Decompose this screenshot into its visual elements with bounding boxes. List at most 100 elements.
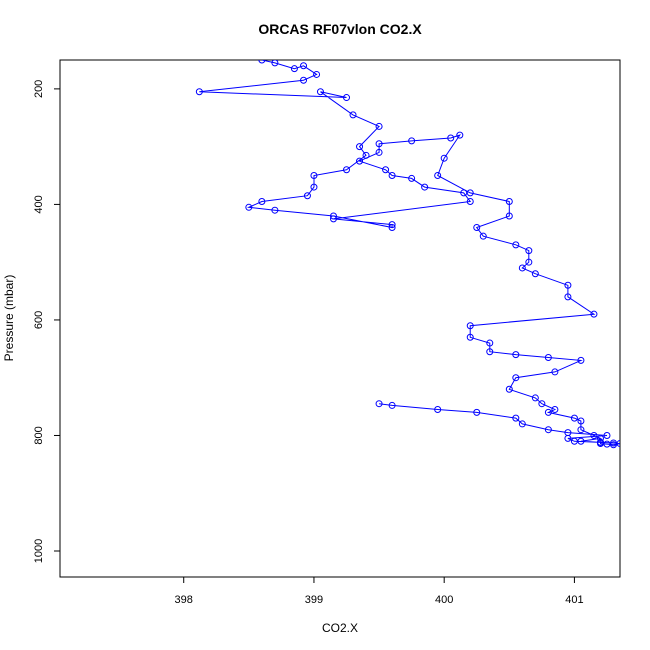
- data-point: [603, 431, 611, 439]
- y-tick-label: 600: [33, 311, 45, 329]
- data-point: [473, 224, 481, 232]
- data-point: [271, 206, 279, 214]
- data-point: [290, 65, 298, 73]
- data-point: [603, 440, 611, 448]
- data-point: [456, 131, 464, 139]
- data-point: [538, 400, 546, 408]
- x-axis: 398 399 400 401: [175, 576, 584, 606]
- series-line: [199, 60, 620, 446]
- data-point: [356, 157, 364, 165]
- data-point: [486, 348, 494, 356]
- data-point: [577, 417, 585, 425]
- data-point: [440, 154, 448, 162]
- data-point: [343, 166, 351, 174]
- data-point: [310, 183, 318, 191]
- data-point: [434, 405, 442, 413]
- data-point: [388, 401, 396, 409]
- data-point: [408, 137, 416, 145]
- data-point: [349, 111, 357, 119]
- data-point: [362, 151, 370, 159]
- data-point: [258, 60, 266, 64]
- data-point: [505, 198, 513, 206]
- data-point: [505, 212, 513, 220]
- data-point: [408, 174, 416, 182]
- data-point: [460, 189, 468, 197]
- data-point: [258, 198, 266, 206]
- data-point: [245, 203, 253, 211]
- data-point: [375, 400, 383, 408]
- data-point: [518, 264, 526, 272]
- data-point: [596, 434, 604, 442]
- y-tick-label: 800: [33, 426, 45, 444]
- data-point: [512, 241, 520, 249]
- data-point: [570, 414, 578, 422]
- y-axis-label: Pressure (mbar): [2, 275, 16, 362]
- y-tick-label: 1000: [33, 539, 45, 563]
- data-point: [473, 408, 481, 416]
- y-tick-label: 400: [33, 195, 45, 213]
- data-point: [564, 281, 572, 289]
- data-point: [577, 437, 585, 445]
- x-tick-label: 400: [435, 594, 453, 606]
- data-point: [590, 431, 598, 439]
- plot-frame: [59, 59, 621, 578]
- data-point: [271, 60, 279, 67]
- x-tick-label: 401: [565, 594, 583, 606]
- x-axis-label: CO2.X: [322, 621, 358, 635]
- data-point: [564, 429, 572, 437]
- data-point: [564, 293, 572, 301]
- data-point: [195, 88, 203, 96]
- data-point: [388, 221, 396, 229]
- data-point: [609, 439, 617, 447]
- data-point: [300, 62, 308, 70]
- data-point: [544, 426, 552, 434]
- data-point: [300, 76, 308, 84]
- data-point: [466, 189, 474, 197]
- data-point: [544, 408, 552, 416]
- data-point: [447, 134, 455, 142]
- data-point: [525, 247, 533, 255]
- data-point: [570, 437, 578, 445]
- x-tick-label: 399: [305, 594, 323, 606]
- data-point: [388, 224, 396, 232]
- data-point: [616, 440, 620, 448]
- data-point: [577, 426, 585, 434]
- data-point: [596, 438, 604, 446]
- data-point: [505, 385, 513, 393]
- data-point: [382, 166, 390, 174]
- y-tick-label: 200: [33, 80, 45, 98]
- data-point: [577, 356, 585, 364]
- data-point: [329, 215, 337, 223]
- series-layer: [195, 60, 620, 449]
- data-point: [512, 351, 520, 359]
- data-point: [388, 172, 396, 180]
- data-point: [356, 143, 364, 151]
- data-point: [329, 212, 337, 220]
- data-point: [512, 374, 520, 382]
- data-point: [421, 183, 429, 191]
- data-point: [375, 122, 383, 130]
- data-point: [531, 270, 539, 278]
- data-point: [313, 70, 321, 78]
- data-point: [466, 322, 474, 330]
- data-point: [590, 310, 598, 318]
- y-axis: 200 400 600 800 1000: [33, 80, 61, 563]
- data-point: [466, 333, 474, 341]
- data-point: [310, 172, 318, 180]
- data-point: [551, 368, 559, 376]
- data-point: [486, 339, 494, 347]
- data-point: [544, 353, 552, 361]
- data-point: [525, 258, 533, 266]
- data-point: [303, 192, 311, 200]
- data-point: [551, 405, 559, 413]
- data-point: [343, 94, 351, 102]
- data-point: [375, 148, 383, 156]
- data-point: [518, 420, 526, 428]
- x-tick-label: 398: [175, 594, 193, 606]
- data-point: [479, 232, 487, 240]
- chart-title: ORCAS RF07vlon CO2.X: [258, 21, 422, 37]
- data-point: [375, 140, 383, 148]
- data-point: [316, 88, 324, 96]
- data-point: [434, 172, 442, 180]
